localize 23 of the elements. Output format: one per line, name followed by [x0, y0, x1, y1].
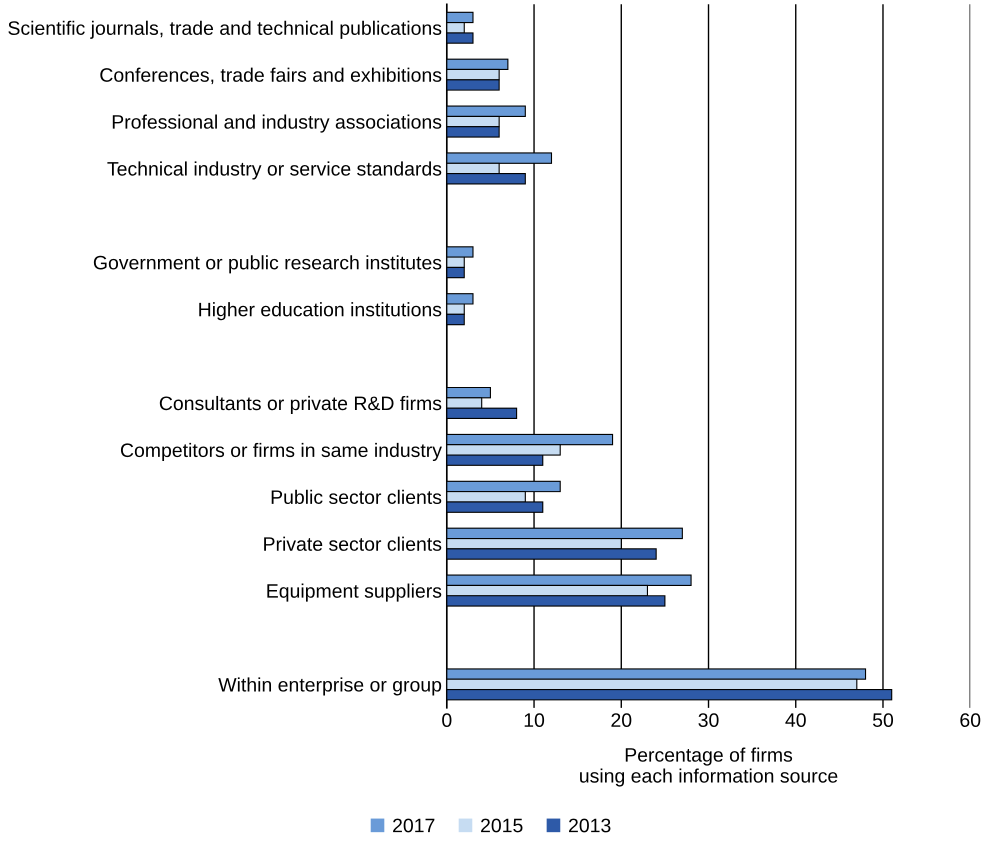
y-tick-label: Technical industry or service standards — [107, 161, 442, 180]
x-tick-label: 50 — [872, 713, 894, 727]
legend-label: 2017 — [393, 818, 434, 832]
y-tick-label: Scientific journals, trade and technical publications — [8, 20, 442, 39]
y-tick-label: Private sector clients — [264, 536, 442, 551]
x-tick-label: 0 — [442, 713, 452, 727]
y-tick-label: Professional and industry associations — [112, 114, 442, 133]
x-tick-label: 60 — [960, 713, 980, 727]
x-tick-label: 30 — [698, 713, 719, 727]
y-tick-label: Public sector clients — [272, 490, 442, 504]
x-axis-title: Percentage of firms using each information source — [580, 748, 838, 787]
x-tick-label: 40 — [785, 713, 806, 727]
x-tick-label: 10 — [524, 713, 544, 727]
y-tick-label: Conferences, trade fairs and exhibitions — [100, 68, 442, 84]
y-tick-label: Equipment suppliers — [267, 584, 442, 602]
y-tick-label: Government or public research institutes — [94, 255, 442, 274]
y-tick-label: Within enterprise or group — [218, 677, 442, 696]
x-tick-label: 20 — [611, 713, 632, 727]
legend-label: 2013 — [569, 818, 610, 832]
legend-label: 2015 — [481, 818, 523, 832]
y-tick-label: Competitors or firms in same industry — [120, 442, 442, 461]
y-tick-label: Higher education institutions — [199, 302, 442, 320]
y-tick-label: Consultants or private R&D firms — [160, 396, 442, 414]
